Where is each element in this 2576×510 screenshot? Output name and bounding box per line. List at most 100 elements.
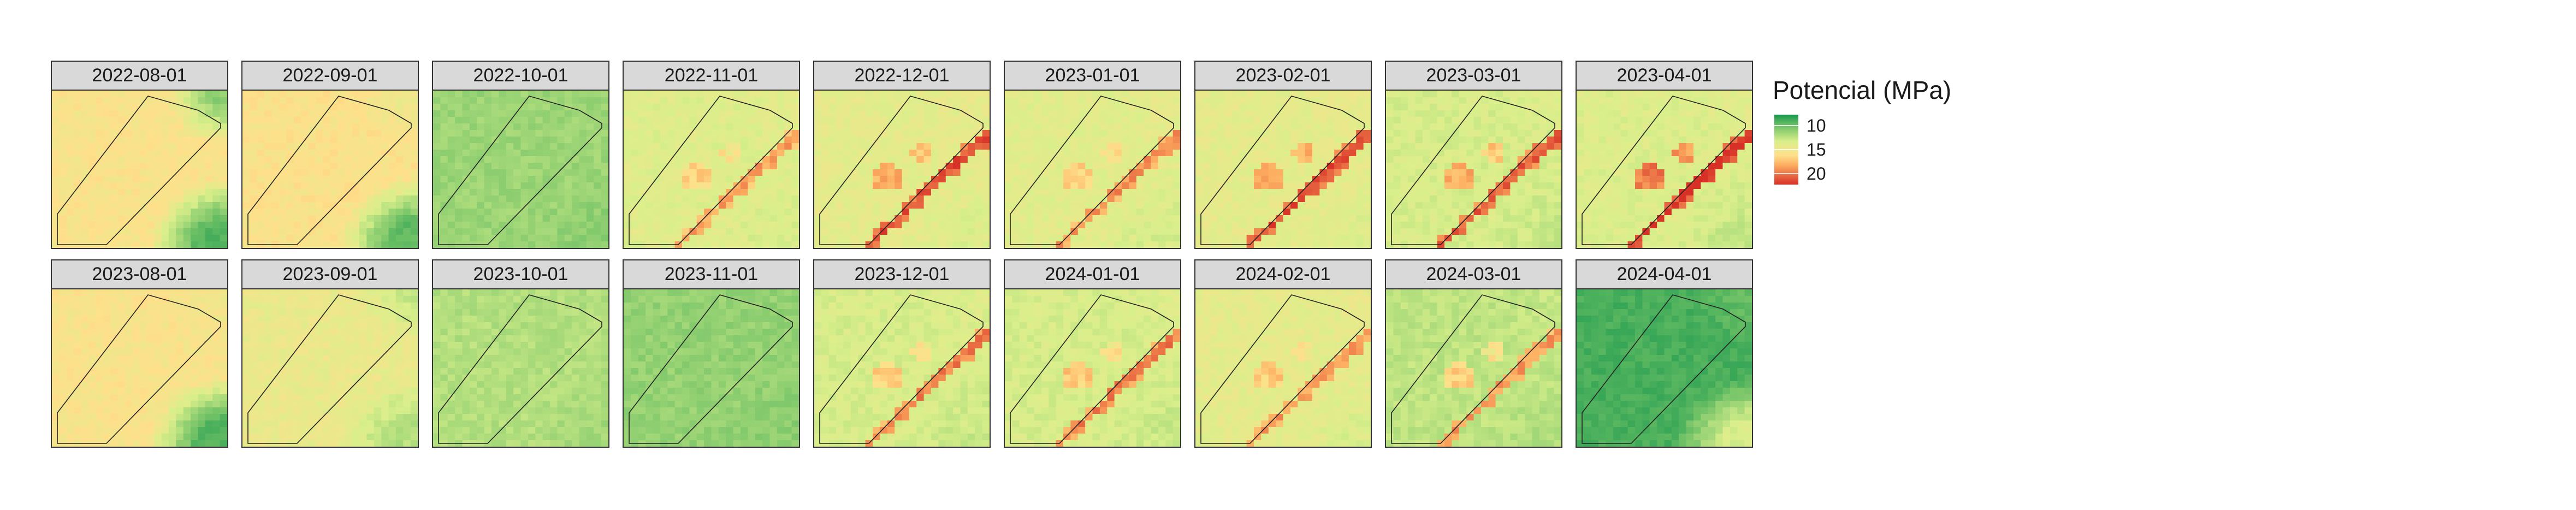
raster-cell [154,228,162,235]
raster-cell [1539,176,1547,183]
raster-cell [1158,176,1166,183]
raster-cell [1246,189,1254,196]
raster-cell [1005,97,1012,104]
raster-cell [205,143,213,150]
raster-cell [110,150,118,157]
raster-cell [484,97,492,104]
raster-cell [1012,91,1020,98]
raster-cell [1459,189,1467,196]
raster-cell [741,163,748,170]
raster-cell [1517,215,1525,222]
raster-cell [1554,130,1561,137]
raster-cell [271,169,280,176]
raster-cell [909,228,917,235]
raster-cell [198,163,206,170]
raster-cell [1268,209,1276,216]
raster-cell [873,97,880,104]
raster-cell [572,130,580,137]
raster-cell [718,169,726,176]
raster-cell [960,150,968,157]
raster-cell [139,222,147,229]
raster-cell [1019,91,1027,98]
raster-cell [895,156,903,163]
raster-cell [1532,110,1540,117]
raster-cell [791,195,799,203]
raster-cell [1151,137,1159,144]
raster-cell [931,209,939,216]
raster-cell [154,104,162,111]
raster-cell [374,202,382,209]
raster-cell [1671,150,1679,157]
raster-cell [66,150,74,157]
raster-cell [594,169,602,176]
raster-cell [601,150,608,157]
raster-cell [81,150,89,157]
raster-cell [74,123,82,131]
raster-cell [1356,241,1364,248]
raster-cell [682,228,690,235]
raster-cell [366,202,375,209]
raster-cell [352,117,360,124]
raster-cell [1312,137,1320,144]
raster-cell [264,228,273,235]
raster-cell [1481,117,1489,124]
raster-cell [403,110,411,117]
raster-cell [250,195,258,203]
raster-cell [1503,195,1511,203]
raster-cell [154,150,162,157]
raster-cell [557,222,565,229]
raster-cell [250,235,258,242]
raster-cell [1077,110,1086,117]
raster-cell [682,176,690,183]
raster-cell [205,215,213,222]
raster-cell [1085,195,1093,203]
raster-cell [1510,123,1518,131]
raster-cell [902,110,910,117]
raster-cell [212,143,221,150]
raster-cell [1481,130,1489,137]
raster-cell [624,130,631,137]
raster-cell [1737,104,1745,111]
raster-cell [1012,215,1020,222]
raster-cell [791,91,799,98]
raster-cell [572,228,580,235]
raster-cell [836,209,844,216]
raster-cell [1254,104,1262,111]
raster-cell [557,150,565,157]
raster-cell [1488,235,1496,242]
raster-cell [132,156,140,163]
raster-cell [843,150,851,157]
raster-cell [1334,130,1342,137]
raster-cell [1085,143,1093,150]
raster-cell [572,202,580,209]
raster-cell [1334,209,1342,216]
raster-cell [1254,150,1262,157]
raster-cell [769,235,778,242]
raster-cell [1730,123,1738,131]
raster-cell [330,235,338,242]
raster-cell [1386,235,1394,242]
raster-cell [1129,143,1137,150]
raster-cell [945,176,954,183]
raster-cell [520,241,529,248]
raster-cell [154,143,162,150]
raster-cell [484,209,492,216]
raster-cell [1276,215,1284,222]
raster-cell [1283,215,1291,222]
raster-cell [1554,123,1561,131]
raster-cell [682,169,690,176]
raster-cell [491,235,499,242]
raster-cell [1488,137,1496,144]
raster-cell [183,137,191,144]
raster-cell [395,130,404,137]
raster-cell [1554,156,1561,163]
raster-cell [550,169,558,176]
raster-cell [1034,156,1042,163]
raster-cell [711,209,719,216]
raster-cell [66,91,74,98]
raster-cell [624,110,631,117]
raster-cell [1158,91,1166,98]
raster-cell [388,195,396,203]
raster-cell [279,91,287,98]
raster-cell [733,176,741,183]
